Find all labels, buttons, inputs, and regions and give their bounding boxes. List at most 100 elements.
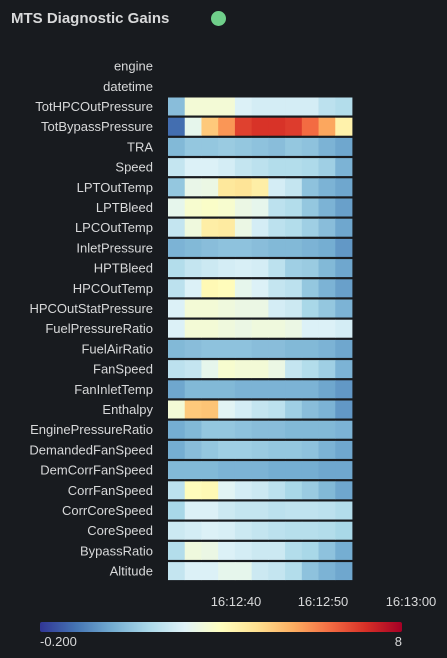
- heatmap-cell[interactable]: [268, 461, 286, 480]
- heatmap-cell[interactable]: [201, 400, 219, 419]
- heatmap-cell[interactable]: [251, 178, 269, 197]
- heatmap-cell[interactable]: [201, 97, 219, 116]
- heatmap-cell[interactable]: [251, 117, 269, 136]
- heatmap-cell[interactable]: [301, 501, 319, 520]
- heatmap-cell[interactable]: [201, 117, 219, 136]
- heatmap-cell[interactable]: [318, 541, 336, 560]
- heatmap-cell[interactable]: [268, 259, 286, 278]
- heatmap-cell[interactable]: [218, 198, 236, 217]
- heatmap-cell[interactable]: [168, 178, 186, 197]
- heatmap-cell[interactable]: [318, 117, 336, 136]
- heatmap-cell[interactable]: [301, 279, 319, 298]
- heatmap-cell[interactable]: [318, 218, 336, 237]
- heatmap-cell[interactable]: [168, 117, 186, 136]
- heatmap-cell[interactable]: [168, 218, 186, 237]
- heatmap-cell[interactable]: [234, 400, 253, 419]
- heatmap-cell[interactable]: [184, 158, 202, 177]
- heatmap-cell[interactable]: [268, 279, 286, 298]
- heatmap-cell[interactable]: [234, 461, 253, 480]
- heatmap-cell[interactable]: [335, 360, 353, 379]
- heatmap-cell[interactable]: [285, 137, 303, 156]
- heatmap-cell[interactable]: [218, 117, 236, 136]
- heatmap-cell[interactable]: [234, 218, 253, 237]
- heatmap-cell[interactable]: [335, 299, 353, 318]
- heatmap-cell[interactable]: [268, 501, 286, 520]
- heatmap-cell[interactable]: [234, 541, 253, 560]
- heatmap-cell[interactable]: [318, 97, 336, 116]
- heatmap-cell[interactable]: [218, 521, 236, 540]
- heatmap-cell[interactable]: [268, 319, 286, 338]
- heatmap-cell[interactable]: [218, 97, 236, 116]
- heatmap-cell[interactable]: [301, 440, 319, 459]
- heatmap-cell[interactable]: [218, 299, 236, 318]
- heatmap-cell[interactable]: [318, 360, 336, 379]
- heatmap-cell[interactable]: [184, 117, 202, 136]
- heatmap-cell[interactable]: [234, 339, 253, 358]
- heatmap-cell[interactable]: [301, 380, 319, 399]
- heatmap-cell[interactable]: [318, 198, 336, 217]
- heatmap-cell[interactable]: [318, 440, 336, 459]
- heatmap-cell[interactable]: [318, 400, 336, 419]
- heatmap-cell[interactable]: [168, 440, 186, 459]
- heatmap-cell[interactable]: [285, 299, 303, 318]
- heatmap-cell[interactable]: [301, 117, 319, 136]
- heatmap-cell[interactable]: [218, 461, 236, 480]
- heatmap-cell[interactable]: [335, 521, 353, 540]
- heatmap-cell[interactable]: [268, 218, 286, 237]
- heatmap-cell[interactable]: [251, 521, 269, 540]
- heatmap-cell[interactable]: [218, 158, 236, 177]
- heatmap-cell[interactable]: [285, 97, 303, 116]
- heatmap-cell[interactable]: [268, 117, 286, 136]
- heatmap-cell[interactable]: [184, 198, 202, 217]
- heatmap-cell[interactable]: [168, 541, 186, 560]
- heatmap-cell[interactable]: [335, 238, 353, 257]
- heatmap-cell[interactable]: [251, 158, 269, 177]
- heatmap-cell[interactable]: [234, 562, 253, 581]
- heatmap-cell[interactable]: [268, 198, 286, 217]
- heatmap-cell[interactable]: [234, 420, 253, 439]
- heatmap-cell[interactable]: [184, 461, 202, 480]
- heatmap-cell[interactable]: [335, 400, 353, 419]
- heatmap-cell[interactable]: [168, 238, 186, 257]
- heatmap-cell[interactable]: [184, 218, 202, 237]
- heatmap-cell[interactable]: [201, 339, 219, 358]
- heatmap-cell[interactable]: [285, 420, 303, 439]
- heatmap-cell[interactable]: [251, 238, 269, 257]
- heatmap-cell[interactable]: [251, 562, 269, 581]
- heatmap-cell[interactable]: [184, 97, 202, 116]
- heatmap-cell[interactable]: [301, 461, 319, 480]
- heatmap-cell[interactable]: [168, 562, 186, 581]
- heatmap-cell[interactable]: [335, 158, 353, 177]
- heatmap-cell[interactable]: [335, 117, 353, 136]
- heatmap-cell[interactable]: [335, 562, 353, 581]
- heatmap-cell[interactable]: [184, 259, 202, 278]
- heatmap-cell[interactable]: [318, 501, 336, 520]
- heatmap-cell[interactable]: [218, 178, 236, 197]
- heatmap-cell[interactable]: [268, 400, 286, 419]
- heatmap-cell[interactable]: [318, 319, 336, 338]
- heatmap-cell[interactable]: [234, 198, 253, 217]
- heatmap-cell[interactable]: [335, 319, 353, 338]
- heatmap-cell[interactable]: [285, 218, 303, 237]
- heatmap-cell[interactable]: [168, 97, 186, 116]
- heatmap-cell[interactable]: [201, 319, 219, 338]
- heatmap-cell[interactable]: [268, 521, 286, 540]
- heatmap-cell[interactable]: [234, 97, 253, 116]
- heatmap-cell[interactable]: [301, 339, 319, 358]
- heatmap-cell[interactable]: [251, 218, 269, 237]
- heatmap-cell[interactable]: [285, 481, 303, 500]
- heatmap-cell[interactable]: [268, 238, 286, 257]
- heatmap-cell[interactable]: [218, 440, 236, 459]
- heatmap-cell[interactable]: [268, 562, 286, 581]
- heatmap-cell[interactable]: [285, 440, 303, 459]
- heatmap-cell[interactable]: [301, 137, 319, 156]
- heatmap-cell[interactable]: [184, 178, 202, 197]
- heatmap-cell[interactable]: [268, 97, 286, 116]
- heatmap-cell[interactable]: [218, 259, 236, 278]
- heatmap-cell[interactable]: [335, 279, 353, 298]
- heatmap-cell[interactable]: [184, 440, 202, 459]
- heatmap-cell[interactable]: [218, 279, 236, 298]
- heatmap-cell[interactable]: [335, 501, 353, 520]
- heatmap-cell[interactable]: [285, 501, 303, 520]
- heatmap-cell[interactable]: [201, 481, 219, 500]
